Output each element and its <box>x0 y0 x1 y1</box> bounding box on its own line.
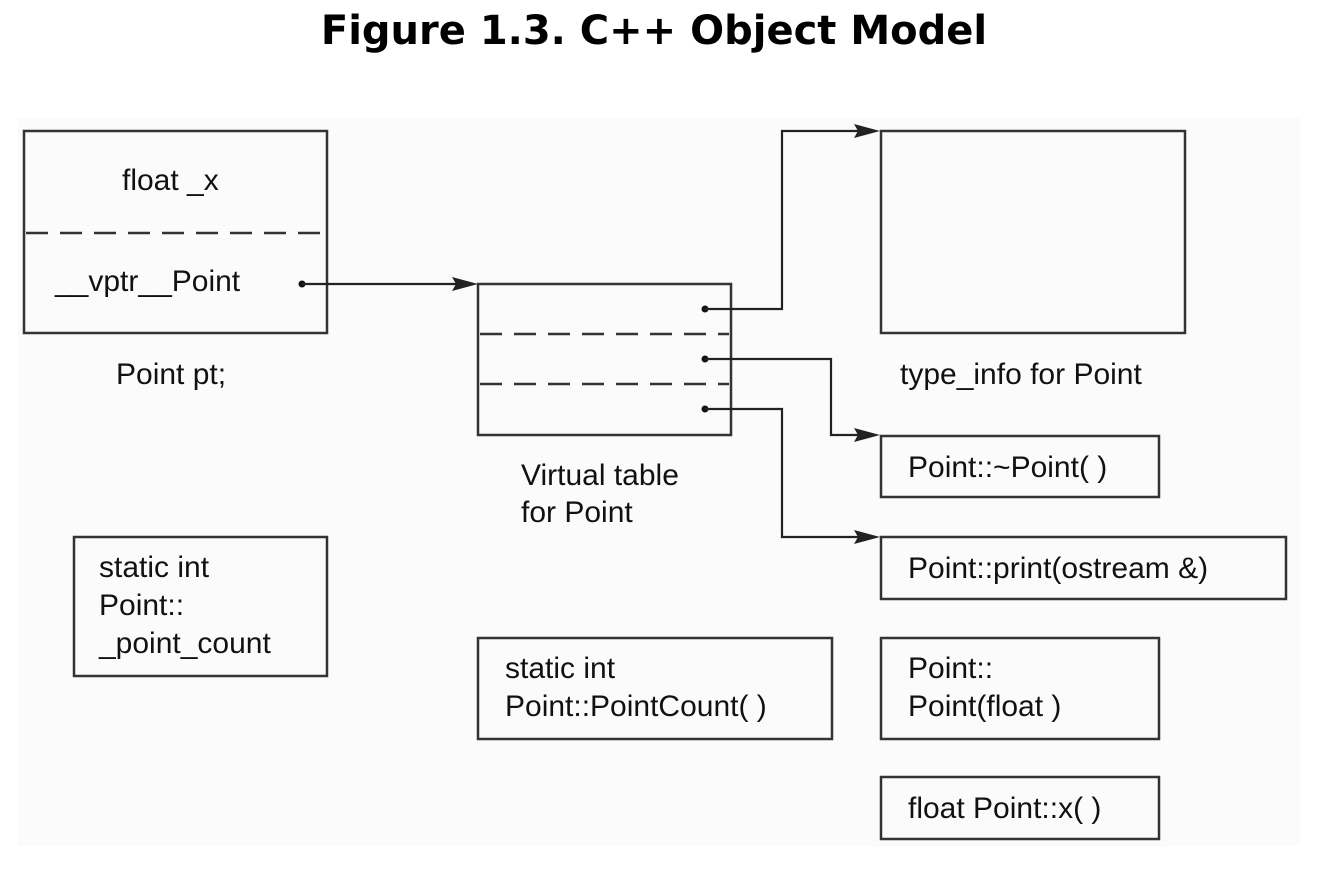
point-object-caption: Point pt; <box>116 358 226 391</box>
destructor-function: Point::~Point( ) <box>879 434 1161 499</box>
point-object: float _x __vptr__Point Point pt; <box>22 129 329 391</box>
point-count-function: static int Point::PointCount( ) <box>476 636 834 741</box>
static-member-line1: static int <box>99 551 210 584</box>
vtable-caption-line1: Virtual table <box>521 459 679 492</box>
figure-title: Figure 1.3. C++ Object Model <box>320 8 988 54</box>
print-label: Point::print(ostream &) <box>908 552 1208 585</box>
constructor-label-line1: Point:: <box>908 652 993 685</box>
virtual-table: Virtual table for Point <box>476 282 733 529</box>
virtual-table-box <box>476 282 733 437</box>
static-member-line2: Point:: <box>99 589 184 622</box>
vptr-label: __vptr__Point <box>54 265 241 298</box>
print-arrowhead <box>854 530 880 544</box>
print-function: Point::print(ostream &) <box>879 535 1288 601</box>
vtable-caption-line2: for Point <box>521 496 633 529</box>
constructor-box <box>879 636 1161 741</box>
type-info-arrowhead <box>854 124 880 138</box>
destructor-box <box>879 434 1161 499</box>
slot-3-to-print-connector <box>705 407 862 539</box>
static-member-line3: _point_count <box>98 627 271 660</box>
accessor-x-box <box>879 775 1161 841</box>
type-info-caption: type_info for Point <box>900 358 1142 391</box>
point-count-box <box>476 636 834 741</box>
diagram-canvas <box>18 118 1300 846</box>
static-member: static int Point:: _point_count <box>72 535 329 678</box>
accessor-x-function: float Point::x( ) <box>879 775 1161 841</box>
type-info-box <box>879 129 1187 335</box>
vptr-arrowhead <box>452 277 478 291</box>
destructor-arrowhead <box>854 428 880 442</box>
slot-1-to-type-info-connector <box>705 129 862 311</box>
slot-2-to-destructor-connector <box>705 357 862 437</box>
constructor-function: Point:: Point(float ) <box>879 636 1161 741</box>
point-count-label-line1: static int <box>505 652 616 685</box>
member-float-x: float _x <box>122 164 219 197</box>
destructor-label: Point::~Point( ) <box>908 451 1107 484</box>
print-box <box>879 535 1288 601</box>
constructor-label-line2: Point(float ) <box>908 690 1061 723</box>
point-object-box <box>22 129 329 335</box>
point-count-label-line2: Point::PointCount( ) <box>505 690 767 723</box>
type-info: type_info for Point <box>879 129 1187 391</box>
accessor-x-label: float Point::x( ) <box>908 792 1101 825</box>
static-member-box <box>72 535 329 678</box>
